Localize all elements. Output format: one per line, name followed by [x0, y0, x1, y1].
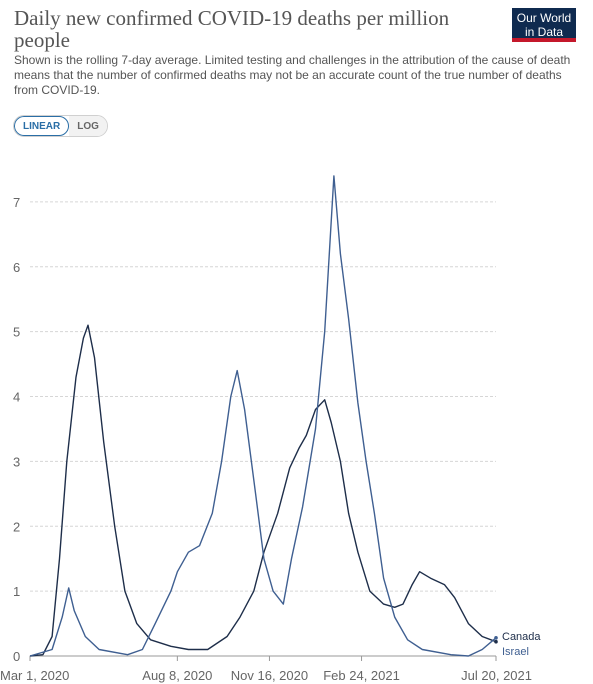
x-tick-label: Jul 20, 2021	[461, 668, 532, 683]
series-labels: Canada Israel	[502, 631, 541, 658]
x-tick-label: Nov 16, 2020	[231, 668, 308, 683]
chart-title: Daily new confirmed COVID-19 deaths per …	[14, 6, 450, 52]
owid-logo[interactable]: Our World in Data	[512, 8, 576, 42]
y-tick-label: 0	[13, 649, 20, 664]
log-scale-button[interactable]: LOG	[69, 116, 107, 136]
series-label-israel[interactable]: Israel	[502, 646, 529, 658]
series-endpoint-israel	[494, 636, 498, 640]
series-line-canada[interactable]	[29, 324, 497, 657]
series-lines	[29, 175, 498, 657]
x-tick-label: Mar 1, 2020	[0, 668, 69, 683]
x-axis-ticks: Mar 1, 2020 Aug 8, 2020 Nov 16, 2020 Feb 24…	[0, 656, 532, 683]
y-tick-label: 1	[13, 584, 20, 599]
y-tick-label: 4	[13, 390, 20, 405]
gridlines	[30, 201, 496, 592]
logo-line-2: in Data	[524, 25, 564, 39]
y-tick-label: 7	[13, 195, 20, 210]
x-tick-label: Feb 24, 2021	[323, 668, 400, 683]
y-tick-label: 6	[13, 260, 20, 275]
chart-subtitle: Shown is the rolling 7-day average. Limi…	[14, 53, 571, 97]
x-tick-label: Aug 8, 2020	[142, 668, 212, 683]
y-tick-label: 2	[13, 519, 20, 534]
linear-scale-button[interactable]: LINEAR	[14, 116, 70, 136]
y-tick-label: 5	[13, 325, 20, 340]
logo-line-1: Our World	[516, 11, 572, 25]
y-tick-label: 3	[13, 454, 20, 469]
scale-toggle: LINEAR LOG	[13, 115, 108, 137]
y-axis-ticks: 0 1 2 3 4 5 6 7	[13, 195, 20, 664]
series-endpoint-canada	[494, 639, 498, 644]
series-line-israel[interactable]	[29, 175, 497, 657]
series-label-canada[interactable]: Canada	[502, 631, 541, 643]
